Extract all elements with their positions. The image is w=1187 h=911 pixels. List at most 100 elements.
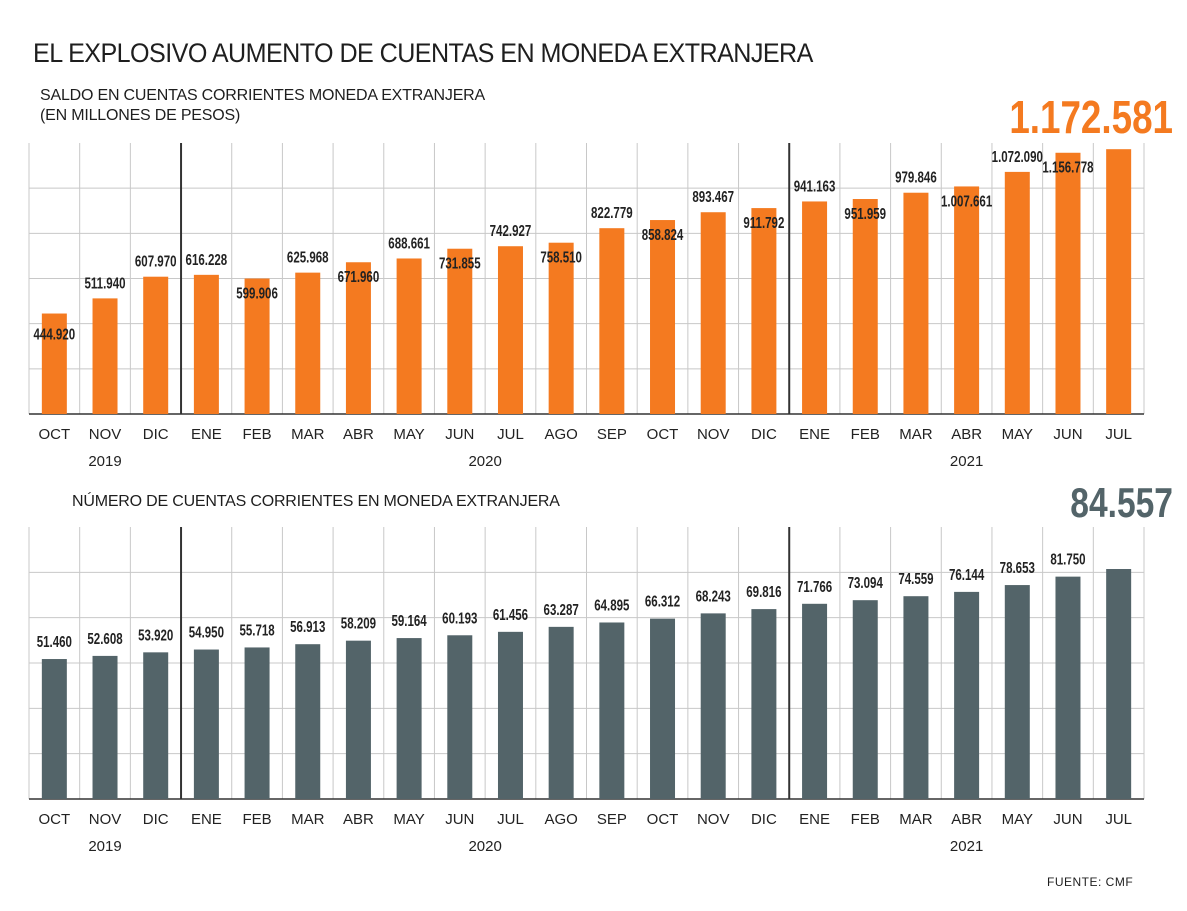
bar xyxy=(193,649,219,799)
x-tick-label: JUL xyxy=(1105,811,1132,828)
x-tick-label: MAR xyxy=(899,811,933,828)
bar xyxy=(345,640,371,799)
value-label: 53.920 xyxy=(138,625,173,643)
x-tick-label: OCT xyxy=(39,811,71,828)
bar xyxy=(447,248,473,414)
year-label: 2021 xyxy=(950,838,983,855)
value-label: 71.766 xyxy=(797,577,832,595)
x-tick-label: MAY xyxy=(393,426,424,443)
x-tick-label: ENE xyxy=(191,426,222,443)
value-label: 671.960 xyxy=(338,267,380,285)
chart-title: EL EXPLOSIVO AUMENTO DE CUENTAS EN MONED… xyxy=(33,38,813,68)
value-label: 607.970 xyxy=(135,252,177,270)
x-tick-label: MAR xyxy=(899,426,933,443)
value-label: 63.287 xyxy=(544,600,579,618)
bar xyxy=(1004,585,1030,799)
year-label: 2020 xyxy=(468,453,501,470)
value-label: 599.906 xyxy=(236,284,278,302)
x-tick-label: JUN xyxy=(1053,426,1082,443)
bar xyxy=(396,638,422,799)
bar xyxy=(447,635,473,799)
x-tick-label: FEB xyxy=(242,811,271,828)
value-label: 616.228 xyxy=(186,250,228,268)
x-tick-label: FEB xyxy=(242,426,271,443)
chart1-subtitle: (EN MILLONES DE PESOS) xyxy=(40,107,241,124)
x-tick-label: NOV xyxy=(89,426,122,443)
bar xyxy=(244,278,270,414)
bar xyxy=(903,596,929,799)
value-label: 893.467 xyxy=(692,187,734,205)
value-label: 1.156.778 xyxy=(1042,158,1093,176)
value-label: 911.792 xyxy=(743,213,784,231)
x-tick-label: NOV xyxy=(697,811,730,828)
value-label: 688.661 xyxy=(388,234,430,252)
year-label: 2019 xyxy=(88,838,121,855)
bar xyxy=(1004,171,1030,414)
x-tick-label: ENE xyxy=(191,811,222,828)
chart2-title: NÚMERO DE CUENTAS CORRIENTES EN MONEDA E… xyxy=(72,493,560,510)
value-label: 625.968 xyxy=(287,248,329,266)
value-label: 60.193 xyxy=(442,608,477,626)
bar xyxy=(295,644,321,799)
value-label: 78.653 xyxy=(1000,558,1035,576)
bar xyxy=(599,622,625,799)
x-tick-label: AGO xyxy=(544,811,577,828)
value-label: 59.164 xyxy=(391,611,426,629)
x-tick-label: MAR xyxy=(291,426,325,443)
year-label: 2021 xyxy=(950,453,983,470)
value-label: 55.718 xyxy=(239,621,274,639)
value-label: 758.510 xyxy=(540,248,582,266)
value-label: 56.913 xyxy=(290,617,325,635)
x-tick-label: OCT xyxy=(647,426,679,443)
value-label: 66.312 xyxy=(645,592,680,610)
balance-bar-chart: OCT 444.920 NOV 511.940 DIC 607.970 ENE 616.228… xyxy=(28,91,1173,470)
highlight-value-label: 84.557 xyxy=(1070,481,1173,527)
value-label: 74.559 xyxy=(898,569,933,587)
bar xyxy=(92,655,118,799)
bar xyxy=(954,591,980,799)
bar xyxy=(548,626,574,799)
x-tick-label: JUL xyxy=(497,426,524,443)
value-label: 52.608 xyxy=(87,629,122,647)
bar xyxy=(802,603,828,799)
bar xyxy=(244,647,270,799)
x-tick-label: DIC xyxy=(751,811,777,828)
x-tick-label: JUN xyxy=(445,426,474,443)
value-label: 51.460 xyxy=(37,632,72,650)
bar xyxy=(700,212,726,414)
value-label: 64.895 xyxy=(594,596,629,614)
source-note: FUENTE: CMF xyxy=(1047,875,1134,889)
x-tick-label: FEB xyxy=(851,811,880,828)
bar xyxy=(1106,149,1132,414)
x-tick-label: NOV xyxy=(697,426,730,443)
value-label: 69.816 xyxy=(746,582,781,600)
x-tick-label: ENE xyxy=(799,811,830,828)
year-label: 2020 xyxy=(468,838,501,855)
x-tick-label: ABR xyxy=(343,426,374,443)
bar xyxy=(548,242,574,414)
x-tick-label: DIC xyxy=(143,426,169,443)
x-tick-label: OCT xyxy=(647,811,679,828)
x-tick-label: ABR xyxy=(343,811,374,828)
x-tick-label: SEP xyxy=(597,426,627,443)
bar xyxy=(1055,152,1081,414)
value-label: 76.144 xyxy=(949,565,984,583)
value-label: 941.163 xyxy=(794,177,836,195)
x-tick-label: JUN xyxy=(445,811,474,828)
bar xyxy=(345,262,371,414)
x-tick-label: OCT xyxy=(39,426,71,443)
value-label: 1.072.090 xyxy=(992,147,1043,165)
x-tick-label: AGO xyxy=(544,426,577,443)
value-label: 731.855 xyxy=(439,254,481,272)
bar xyxy=(295,272,321,414)
x-tick-label: JUL xyxy=(497,811,524,828)
bar xyxy=(852,199,878,414)
x-tick-label: SEP xyxy=(597,811,627,828)
x-tick-label: MAY xyxy=(1002,811,1033,828)
bar xyxy=(41,659,67,799)
bar xyxy=(903,192,929,414)
value-label: 54.950 xyxy=(189,623,224,641)
value-label: 81.750 xyxy=(1050,550,1085,568)
value-label: 61.456 xyxy=(493,605,528,623)
x-tick-label: ENE xyxy=(799,426,830,443)
